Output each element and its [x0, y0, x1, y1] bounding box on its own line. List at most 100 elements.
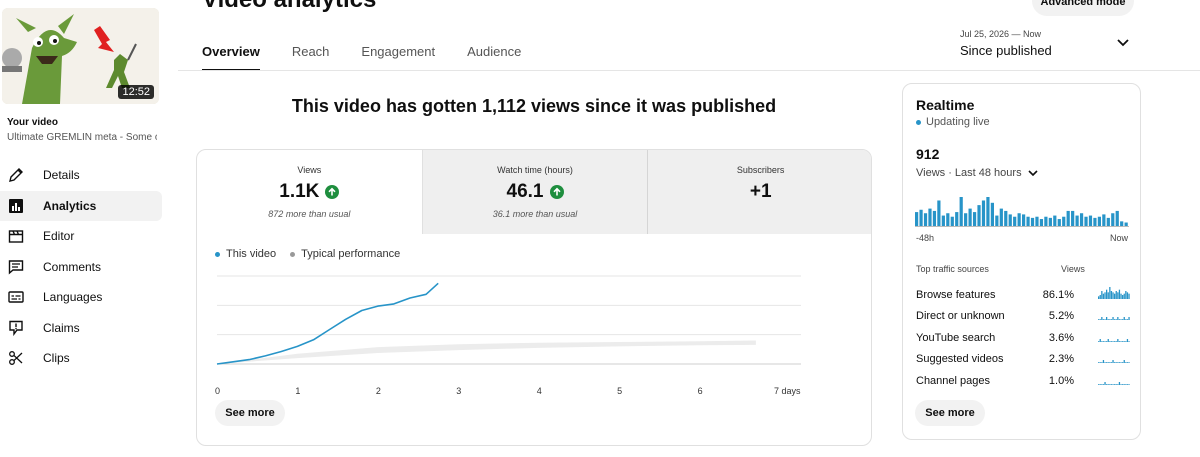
live-status: Updating live: [916, 116, 990, 128]
traffic-source-row[interactable]: YouTube search 3.6%: [916, 332, 1130, 353]
realtime-bar: [1004, 210, 1008, 226]
sidebar-item-details[interactable]: Details: [0, 160, 170, 191]
chevron-down-icon[interactable]: [1116, 38, 1130, 48]
metric-views[interactable]: Views 1.1K 872 more than usual: [197, 150, 422, 234]
sparkline-bar: [1114, 383, 1116, 385]
sidebar-item-languages[interactable]: Languages: [0, 282, 170, 313]
traffic-source-row[interactable]: Suggested videos 2.3%: [916, 353, 1130, 374]
traffic-sources-views-label: Views: [1061, 264, 1085, 274]
traffic-source-row[interactable]: Browse features 86.1%: [916, 287, 1130, 310]
sparkline-bar: [1104, 292, 1106, 299]
thumbnail-image: [2, 8, 159, 104]
sparkline-bar: [1114, 362, 1116, 364]
sparkline-bar: [1106, 317, 1108, 321]
realtime-bar: [959, 197, 963, 226]
traffic-sources-title: Top traffic sources: [916, 264, 989, 274]
realtime-bar: [1066, 210, 1070, 226]
realtime-bar: [1079, 213, 1084, 226]
video-title: Ultimate GREMLIN meta - Some o...: [7, 132, 157, 143]
sparkline-bar: [1117, 362, 1119, 364]
sparkline-bar: [1106, 289, 1108, 299]
sidebar-item-claims[interactable]: Claims: [0, 313, 170, 344]
sparkline-bar: [1099, 319, 1101, 321]
sparkline-bar: [1099, 383, 1101, 385]
sparkline-bar: [1101, 362, 1103, 364]
realtime-range-label: Views · Last 48 hours: [916, 167, 1022, 179]
realtime-bar: [915, 212, 919, 226]
sparkline-bar: [1115, 362, 1117, 364]
realtime-title: Realtime: [916, 97, 975, 113]
sparkline-bar: [1106, 340, 1108, 342]
realtime-see-more-button[interactable]: See more: [915, 400, 985, 426]
sparkline-bar: [1123, 360, 1125, 364]
sparkline-bar: [1123, 317, 1125, 321]
metric-comparison: 872 more than usual: [268, 209, 351, 219]
realtime-bar: [1120, 221, 1124, 226]
realtime-range-dropdown[interactable]: Views · Last 48 hours: [916, 167, 1038, 179]
realtime-bar-chart: [915, 197, 1129, 227]
sidebar-item-clips[interactable]: Clips: [0, 343, 170, 374]
metric-subscribers[interactable]: Subscribers +1: [648, 150, 871, 234]
metric-value-row: +1: [750, 181, 772, 203]
sparkline-bar: [1101, 291, 1103, 299]
sparkline-bar: [1102, 319, 1105, 321]
sidebar: 12:52 Your video Ultimate GREMLIN meta -…: [0, 0, 170, 457]
sparkline-bar: [1099, 338, 1101, 342]
your-video-label: Your video: [7, 117, 58, 128]
sparkline-bar: [1122, 383, 1124, 385]
tab-reach[interactable]: Reach: [291, 44, 330, 59]
sparkline-bar: [1126, 292, 1129, 299]
metric-value: +1: [749, 181, 772, 202]
sparkline-bar: [1104, 319, 1106, 321]
sidebar-item-editor[interactable]: Editor: [0, 221, 170, 252]
date-range-selector[interactable]: Jul 25, 2026 — Now Since published: [960, 29, 1052, 58]
sparkline-bar: [1110, 362, 1113, 364]
metric-comparison: 36.1 more than usual: [492, 209, 578, 219]
sparkline-bar: [1107, 383, 1109, 385]
sidebar-item-comments[interactable]: Comments: [0, 252, 170, 283]
sparkline-bar: [1102, 340, 1105, 342]
video-thumbnail[interactable]: 12:52: [2, 8, 159, 104]
traffic-source-row[interactable]: Direct or unknown 5.2%: [916, 310, 1130, 331]
sparkline-bar: [1101, 340, 1103, 342]
sparkline-bar: [1122, 340, 1124, 342]
sparkline-bar: [1114, 319, 1116, 321]
tab-engagement[interactable]: Engagement: [361, 44, 436, 59]
sparkline-bar: [1122, 295, 1124, 299]
metric-watch-time[interactable]: Watch time (hours) 46.1 36.1 more than u…: [421, 150, 649, 234]
x-tick-label: 3: [456, 386, 461, 396]
sidebar-nav: Details Analytics Editor Comments Langua…: [0, 160, 170, 374]
tab-overview[interactable]: Overview: [202, 44, 260, 71]
sparkline-bar: [1101, 383, 1103, 385]
x-tick-label: 0: [215, 386, 220, 396]
traffic-source-row[interactable]: Channel pages 1.0%: [916, 375, 1130, 396]
see-more-button[interactable]: See more: [215, 400, 285, 426]
overview-card: Views 1.1K 872 more than usual Watch tim…: [196, 149, 872, 446]
realtime-bar: [928, 208, 932, 226]
traffic-source-percent: 2.3%: [1048, 353, 1074, 366]
sparkline-bar: [1112, 292, 1114, 299]
realtime-bar: [937, 200, 941, 226]
sparkline-bar: [1109, 340, 1111, 342]
x-tick-label: 1: [295, 386, 300, 396]
sparkline-bar: [1126, 319, 1129, 321]
sidebar-item-analytics[interactable]: Analytics: [0, 190, 162, 221]
advanced-mode-button[interactable]: Advanced mode: [1032, 0, 1134, 16]
realtime-bar: [999, 208, 1003, 226]
sparkline-bar: [1118, 340, 1121, 342]
sparkline-bar: [1122, 319, 1124, 321]
sparkline-bar: [1126, 383, 1129, 385]
comment-icon: [8, 259, 24, 275]
tab-audience[interactable]: Audience: [467, 44, 522, 59]
x-tick-label: 7 days: [774, 386, 801, 396]
sparkline-bar: [1114, 293, 1116, 299]
sparkline-bar: [1126, 338, 1129, 342]
sparkline-bar: [1114, 340, 1116, 342]
realtime-bar: [1075, 215, 1079, 226]
realtime-bar: [1057, 219, 1061, 226]
claims-icon: [9, 320, 23, 336]
views-line-chart: 04008001,20001234567 days: [215, 275, 801, 396]
bar-chart-icon: [9, 198, 23, 213]
sparkline-bar: [1115, 319, 1117, 321]
sparkline-bar: [1112, 360, 1114, 364]
